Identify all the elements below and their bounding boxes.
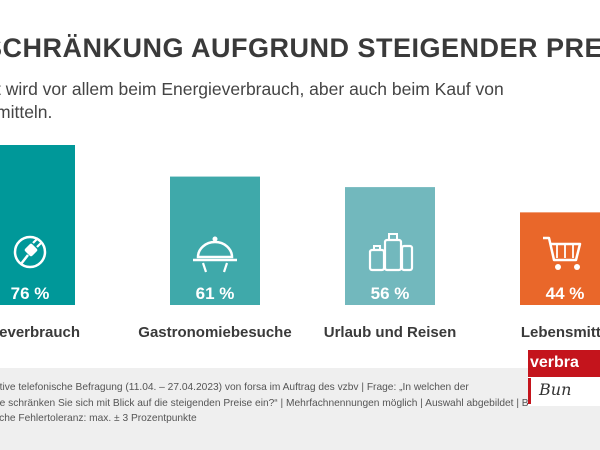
plug-icon xyxy=(13,235,47,269)
value-label: 61 % xyxy=(196,284,235,303)
cloche-icon xyxy=(193,236,237,273)
category-label: Gastronomiebesuche xyxy=(138,324,291,341)
vzbv-logo: verbra Bun xyxy=(528,350,600,406)
bar-chart: 76 % rgieverbrauch 61 % Gastronomiebesuche 5… xyxy=(0,145,600,341)
value-label: 44 % xyxy=(546,284,585,303)
footer-notes: ative telefonische Befragung (11.04. – 2… xyxy=(0,368,600,450)
value-label: 56 % xyxy=(371,284,410,303)
footer-line: sche Fehlertoleranz: max. ± 3 Prozentpun… xyxy=(0,413,197,424)
shopping-cart-icon xyxy=(543,236,582,270)
source-note: ative telefonische Befragung (11.04. – 2… xyxy=(0,380,573,427)
value-label: 76 % xyxy=(11,284,50,303)
footer-line: he schränken Sie sich mit Blick auf die … xyxy=(0,397,573,409)
category-label: rgieverbrauch xyxy=(0,324,80,341)
footer-line: ative telefonische Befragung (11.04. – 2… xyxy=(0,382,469,393)
logo-text-bottom: Bun xyxy=(539,380,572,399)
bar xyxy=(345,187,435,305)
chart-title: SCHRÄNKUNG AUFGRUND STEIGENDER PREI xyxy=(0,33,600,63)
category-label: Urlaub und Reisen xyxy=(324,324,457,341)
subtitle-line: t wird vor allem beim Energieverbrauch, … xyxy=(0,79,504,99)
bar xyxy=(520,212,600,305)
category-label: Lebensmitte xyxy=(521,324,600,341)
luggage-icon xyxy=(368,233,414,272)
bar xyxy=(0,145,75,305)
chart-subtitle: t wird vor allem beim Energieverbrauch, … xyxy=(0,78,556,124)
logo-text-top: verbra xyxy=(530,354,579,371)
subtitle-line: mitteln. xyxy=(0,102,53,122)
